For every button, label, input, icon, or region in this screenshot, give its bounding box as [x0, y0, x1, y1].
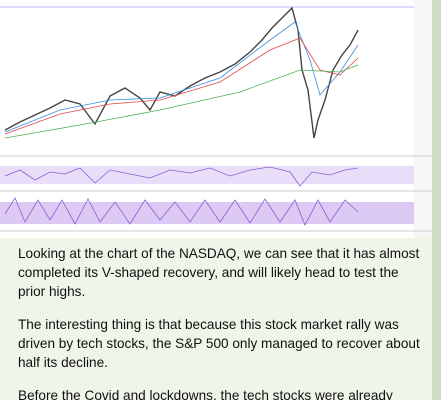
- paragraph: Looking at the chart of the NASDAQ, we c…: [18, 246, 420, 299]
- paragraph: The interesting thing is that because th…: [18, 317, 420, 370]
- chart-image: [0, 0, 432, 238]
- paragraph: Before the Covid and lockdowns, the tech…: [18, 388, 393, 400]
- message-bubble: Looking at the chart of the NASDAQ, we c…: [0, 0, 432, 400]
- message-text: Looking at the chart of the NASDAQ, we c…: [18, 244, 422, 400]
